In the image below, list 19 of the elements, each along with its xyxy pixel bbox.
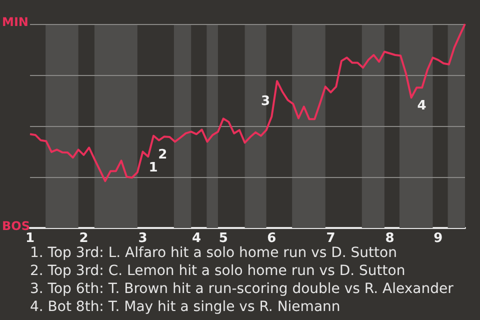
- x-tick-label: 2: [79, 231, 88, 246]
- x-tick-label: 1: [25, 231, 35, 246]
- annotation: BOS: [2, 219, 30, 233]
- text: 3. Top 6th: T. Brown hit a run-scoring double vs R. Alexander: [30, 281, 454, 297]
- text: 2. Top 3rd: C. Lemon hit a solo home run vs D. Sutton: [30, 263, 406, 279]
- x-tick-label: 4: [192, 231, 202, 246]
- x-tick-label: 6: [267, 231, 276, 246]
- annotation: 2: [158, 148, 168, 163]
- text: 1. Top 3rd: L. Alfaro hit a solo home run vs D. Sutton: [30, 245, 397, 261]
- text: 4. Bot 8th: T. May hit a single vs R. Niemann: [30, 299, 340, 315]
- annotation: 3: [261, 94, 270, 110]
- x-tick-label: 5: [218, 231, 228, 246]
- x-tick-label: 3: [138, 231, 148, 246]
- annotation: 1: [148, 160, 158, 176]
- x-tick-label: 8: [385, 231, 394, 246]
- x-tick-label: 7: [326, 231, 336, 246]
- annotation: 4: [417, 98, 426, 114]
- x-tick-label: 9: [434, 231, 443, 246]
- text: MIN: [2, 15, 28, 29]
